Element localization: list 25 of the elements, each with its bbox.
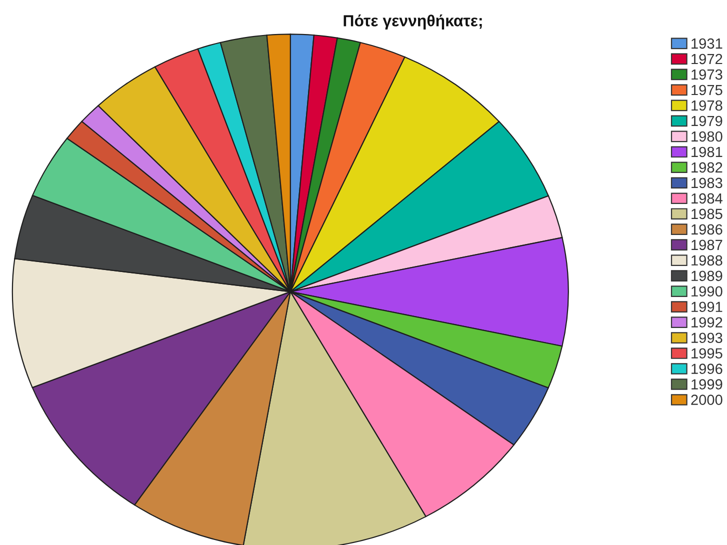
legend-label: 1975 [692, 84, 722, 96]
legend-label: 1985 [692, 208, 722, 220]
legend-label: 1972 [692, 54, 722, 64]
legend-label: 1983 [692, 178, 722, 188]
legend-label: 1973 [692, 69, 722, 80]
legend-label: 1978 [692, 100, 722, 111]
legend-label: 1980 [692, 131, 722, 142]
legend-label: 1988 [692, 255, 722, 266]
legend-label: 1984 [692, 193, 722, 204]
legend-label: 1981 [692, 146, 722, 158]
legend-label: 1931 [692, 38, 722, 49]
legend-label: 1993 [692, 332, 722, 344]
legend-label: 1979 [692, 116, 722, 126]
legend-label: 1992 [692, 317, 722, 328]
chart-title: Πότε γεννηθήκατε; [344, 14, 482, 30]
legend-label: 1990 [692, 286, 722, 297]
legend-label: 2000 [691, 394, 722, 405]
legend-label: 1996 [692, 364, 722, 374]
legend-label: 1987 [692, 240, 722, 250]
legend-label: 1982 [692, 162, 722, 173]
legend-label: 1999 [692, 379, 722, 390]
legend-label: 1991 [692, 302, 722, 312]
legend-label: 1989 [692, 270, 722, 282]
legend-label: 1986 [692, 224, 722, 235]
legend-label: 1995 [692, 348, 722, 359]
